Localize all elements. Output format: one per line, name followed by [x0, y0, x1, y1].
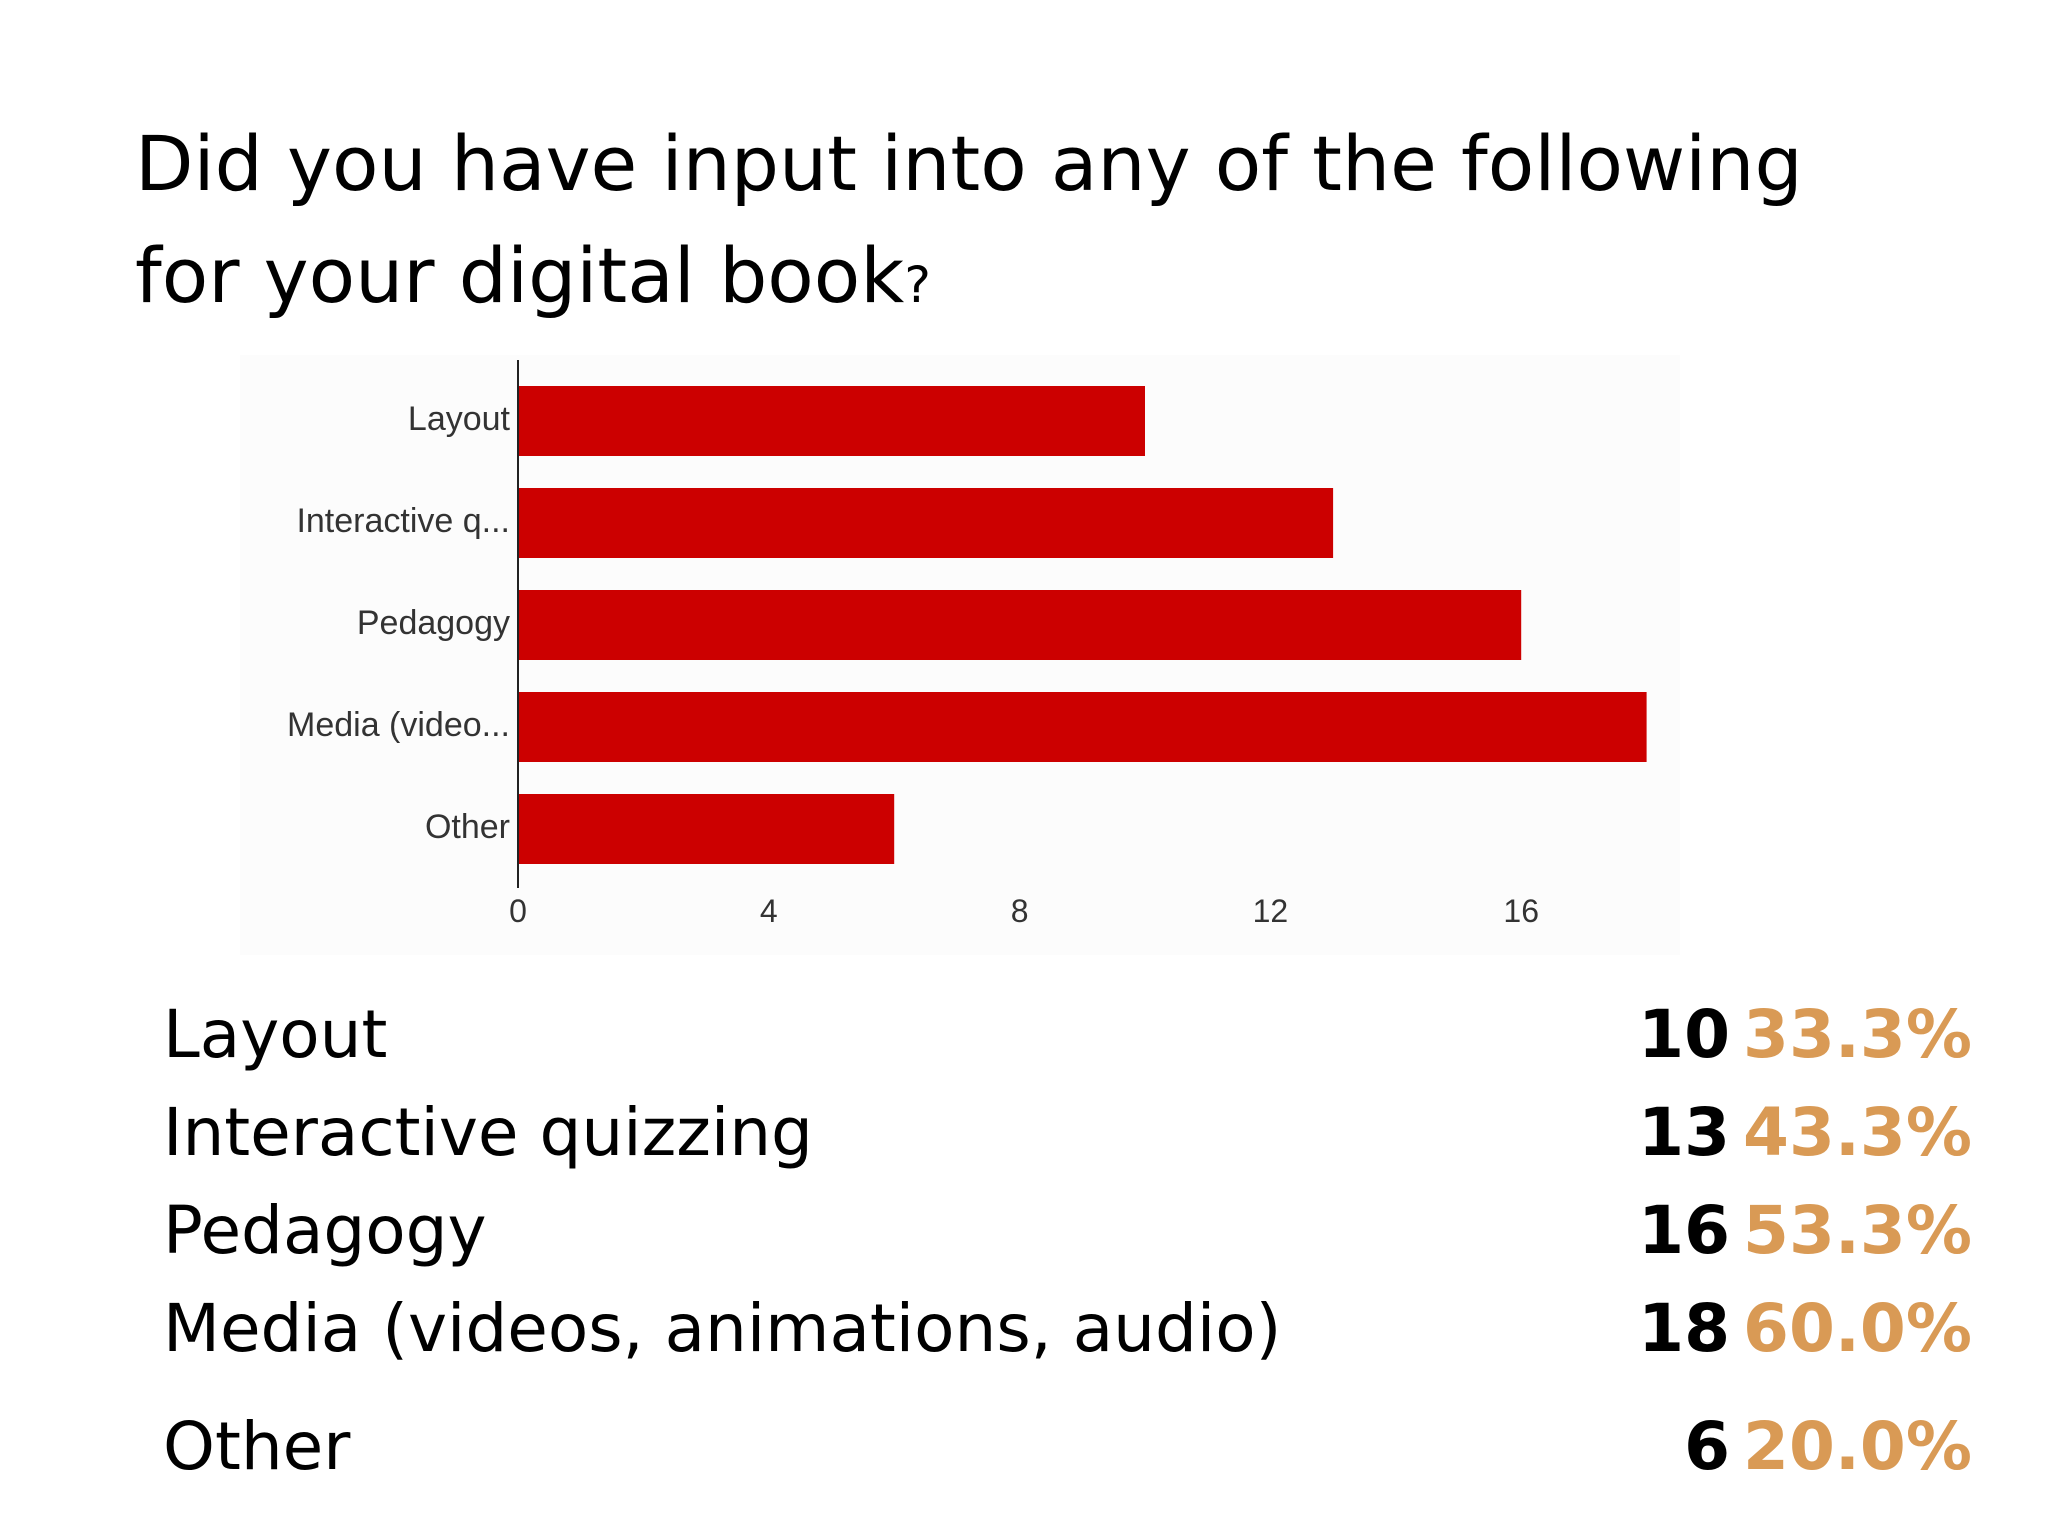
result-row: Other 6 20.0% [163, 1402, 1972, 1492]
result-row: Media (videos, animations, audio) 18 60.… [163, 1284, 1972, 1374]
chart-bar [518, 794, 895, 864]
result-label: Other [163, 1408, 351, 1485]
x-tick-label: 4 [760, 893, 778, 929]
result-count: 16 [1638, 1192, 1730, 1269]
result-label: Media (videos, animations, audio) [163, 1290, 1282, 1367]
result-label: Pedagogy [163, 1192, 487, 1269]
result-percent: 33.3% [1743, 996, 1972, 1073]
result-label: Interactive quizzing [163, 1094, 813, 1171]
result-percent: 53.3% [1743, 1192, 1972, 1269]
title-question-mark: ? [904, 256, 931, 314]
x-tick-label: 8 [1011, 893, 1029, 929]
result-count: 13 [1638, 1094, 1730, 1171]
y-tick-label: Media (video... [287, 706, 510, 744]
result-label: Layout [163, 996, 388, 1073]
chart-bar [518, 590, 1522, 660]
result-count: 10 [1638, 996, 1730, 1073]
result-percent: 20.0% [1743, 1408, 1972, 1485]
x-tick-label: 12 [1253, 893, 1289, 929]
result-percent: 43.3% [1743, 1094, 1972, 1171]
y-tick-label: Interactive q... [296, 502, 510, 540]
x-tick-label: 0 [509, 893, 527, 929]
chart-bar [518, 488, 1334, 558]
results-table: Layout 10 33.3% Interactive quizzing 13 … [163, 990, 1972, 1492]
y-tick-label: Other [425, 808, 510, 846]
result-percent: 60.0% [1743, 1290, 1972, 1367]
title-line-1: Did you have input into any of the follo… [135, 119, 1803, 208]
slide-title: Did you have input into any of the follo… [135, 108, 1935, 341]
title-line-2-text: for your digital book [135, 231, 905, 320]
result-row: Layout 10 33.3% [163, 990, 1972, 1080]
bar-chart: Layout Interactive q... Pedagogy Media (vid… [287, 360, 1647, 929]
result-count: 18 [1638, 1290, 1730, 1367]
x-tick-label: 16 [1503, 893, 1539, 929]
bar-chart-panel: Layout Interactive q... Pedagogy Media (vid… [240, 355, 1680, 955]
y-tick-label: Pedagogy [357, 604, 510, 642]
result-row: Interactive quizzing 13 43.3% [163, 1088, 1972, 1178]
chart-bar [518, 692, 1647, 762]
result-count: 6 [1684, 1408, 1730, 1485]
y-tick-label: Layout [408, 400, 511, 438]
chart-bar [518, 386, 1145, 456]
result-row: Pedagogy 16 53.3% [163, 1186, 1972, 1276]
title-line-2: for your digital book? [135, 220, 1935, 341]
